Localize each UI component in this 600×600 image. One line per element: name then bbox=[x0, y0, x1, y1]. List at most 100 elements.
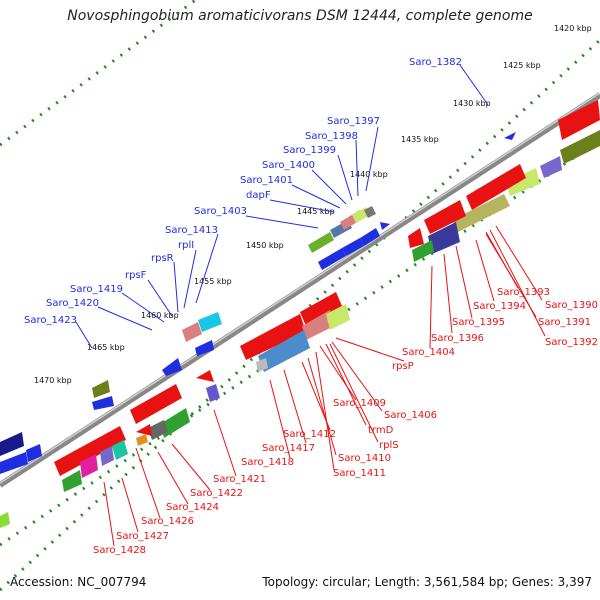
gene-label[interactable]: Saro_1390 bbox=[545, 300, 598, 311]
gene-label[interactable]: Saro_1409 bbox=[333, 398, 386, 409]
gene-label[interactable]: Saro_1400 bbox=[262, 160, 315, 171]
scale-label: 1470 kbp bbox=[34, 376, 72, 385]
gene-label[interactable]: Saro_1406 bbox=[384, 410, 437, 421]
gene-block[interactable] bbox=[80, 454, 98, 478]
gene-block[interactable] bbox=[360, 228, 380, 246]
gene-label[interactable]: Saro_1428 bbox=[93, 545, 146, 556]
gene-block[interactable] bbox=[0, 512, 10, 528]
gene-label[interactable]: Saro_1397 bbox=[327, 116, 380, 127]
gene-label[interactable]: Saro_1418 bbox=[241, 457, 294, 468]
gene-block[interactable] bbox=[428, 222, 460, 254]
scale-label: 1455 kbp bbox=[194, 277, 232, 286]
scale-label: 1425 kbp bbox=[503, 61, 541, 70]
gene-label[interactable]: rplS bbox=[379, 440, 399, 451]
reverse-gene-label-text: Saro_1393 Saro_1390 Saro_1394 Saro_1391 … bbox=[93, 287, 598, 556]
gene-block[interactable] bbox=[162, 358, 182, 376]
gene-block[interactable] bbox=[92, 396, 114, 410]
gene-block[interactable] bbox=[308, 232, 334, 253]
gene-label[interactable]: Saro_1391 bbox=[538, 317, 591, 328]
gene-label[interactable]: Saro_1412 bbox=[283, 429, 336, 440]
gene-label[interactable]: Saro_1424 bbox=[166, 502, 219, 513]
gene-label[interactable]: dapF bbox=[246, 190, 271, 201]
gene-label[interactable]: Saro_1393 bbox=[497, 287, 550, 298]
gene-block[interactable] bbox=[182, 322, 202, 342]
gene-block[interactable] bbox=[452, 194, 510, 232]
accession-text: Accession: NC_007794 bbox=[10, 575, 147, 589]
gene-block[interactable] bbox=[256, 358, 268, 372]
gene-block[interactable] bbox=[92, 380, 110, 398]
gene-block[interactable] bbox=[62, 470, 82, 492]
gene-block[interactable] bbox=[506, 168, 540, 196]
gene-block[interactable] bbox=[558, 100, 600, 140]
gene-label[interactable]: Saro_1419 bbox=[70, 284, 123, 295]
gene-label[interactable]: rplI bbox=[178, 240, 194, 251]
gene-label[interactable]: Saro_1398 bbox=[305, 131, 358, 142]
gene-label[interactable]: Saro_1427 bbox=[116, 531, 169, 542]
gene-label[interactable]: Saro_1413 bbox=[165, 225, 218, 236]
map-title: Novosphingobium aromaticivorans DSM 1244… bbox=[67, 8, 533, 24]
gene-block[interactable] bbox=[136, 434, 148, 446]
scale-label: 1465 kbp bbox=[87, 343, 125, 352]
gene-block[interactable] bbox=[100, 446, 114, 466]
gene-block[interactable] bbox=[112, 440, 128, 460]
gene-label[interactable]: Saro_1382 bbox=[409, 57, 462, 68]
gene-block[interactable] bbox=[0, 452, 28, 474]
gene-label[interactable]: Saro_1426 bbox=[141, 516, 194, 527]
gene-block[interactable] bbox=[300, 292, 342, 326]
gene-block[interactable] bbox=[26, 444, 42, 462]
reverse-genes bbox=[0, 100, 600, 528]
gene-block[interactable] bbox=[466, 164, 526, 210]
gene-label[interactable]: Saro_1422 bbox=[190, 488, 243, 499]
gene-block[interactable] bbox=[408, 228, 424, 248]
gene-block[interactable] bbox=[380, 222, 390, 230]
gene-block[interactable] bbox=[130, 384, 182, 424]
gene-block[interactable] bbox=[206, 384, 220, 402]
gene-block[interactable] bbox=[560, 130, 600, 164]
gene-block[interactable] bbox=[540, 156, 562, 178]
gene-label[interactable]: Saro_1410 bbox=[338, 453, 391, 464]
gene-block[interactable] bbox=[504, 132, 516, 140]
gene-label[interactable]: Saro_1395 bbox=[452, 317, 505, 328]
gene-block[interactable] bbox=[195, 340, 214, 356]
genome-summary-text: Topology: circular; Length: 3,561,584 bp… bbox=[262, 575, 592, 589]
gene-label[interactable]: Saro_1420 bbox=[46, 298, 99, 309]
gene-label[interactable]: rpsP bbox=[392, 361, 414, 372]
gene-label[interactable]: Saro_1403 bbox=[194, 206, 247, 217]
reverse-gene-labels bbox=[103, 225, 546, 547]
gene-block[interactable] bbox=[258, 330, 310, 372]
scale-label: 1445 kbp bbox=[297, 207, 335, 216]
gene-block[interactable] bbox=[148, 420, 168, 440]
gene-block[interactable] bbox=[326, 304, 350, 330]
scale-label: 1460 kbp bbox=[141, 311, 179, 320]
gene-label[interactable]: Saro_1421 bbox=[213, 474, 266, 485]
forward-genes bbox=[0, 132, 516, 474]
gene-block[interactable] bbox=[0, 432, 24, 456]
gene-label[interactable]: Saro_1399 bbox=[283, 145, 336, 156]
gene-block[interactable] bbox=[302, 310, 334, 340]
gene-block[interactable] bbox=[424, 200, 466, 234]
gene-label[interactable]: rpsR bbox=[151, 253, 174, 264]
gene-block[interactable] bbox=[54, 426, 126, 476]
gene-block[interactable] bbox=[198, 312, 222, 332]
scale-labels: 1420 kbp 1425 kbp 1430 kbp 1435 kbp 1440… bbox=[34, 24, 592, 385]
gene-block[interactable] bbox=[196, 370, 214, 382]
gene-label[interactable]: Saro_1417 bbox=[262, 443, 315, 454]
gene-label[interactable]: trmD bbox=[368, 425, 394, 436]
gene-block[interactable] bbox=[342, 238, 364, 256]
gene-block[interactable] bbox=[318, 248, 346, 270]
gene-label[interactable]: rpsF bbox=[125, 270, 147, 281]
sequence-axis-highlight bbox=[0, 92, 600, 484]
gene-block[interactable] bbox=[136, 424, 152, 436]
gene-block[interactable] bbox=[240, 314, 306, 360]
gene-label[interactable]: Saro_1423 bbox=[24, 315, 77, 326]
gene-label[interactable]: Saro_1401 bbox=[240, 175, 293, 186]
gene-block[interactable] bbox=[412, 240, 434, 262]
gene-label[interactable]: Saro_1411 bbox=[333, 468, 386, 479]
gene-label[interactable]: Saro_1404 bbox=[402, 347, 455, 358]
gene-label[interactable]: Saro_1392 bbox=[545, 337, 598, 348]
gene-label[interactable]: Saro_1394 bbox=[473, 301, 526, 312]
sequence-axis bbox=[0, 92, 600, 488]
gene-label[interactable]: Saro_1396 bbox=[431, 333, 484, 344]
gene-block[interactable] bbox=[364, 206, 376, 218]
